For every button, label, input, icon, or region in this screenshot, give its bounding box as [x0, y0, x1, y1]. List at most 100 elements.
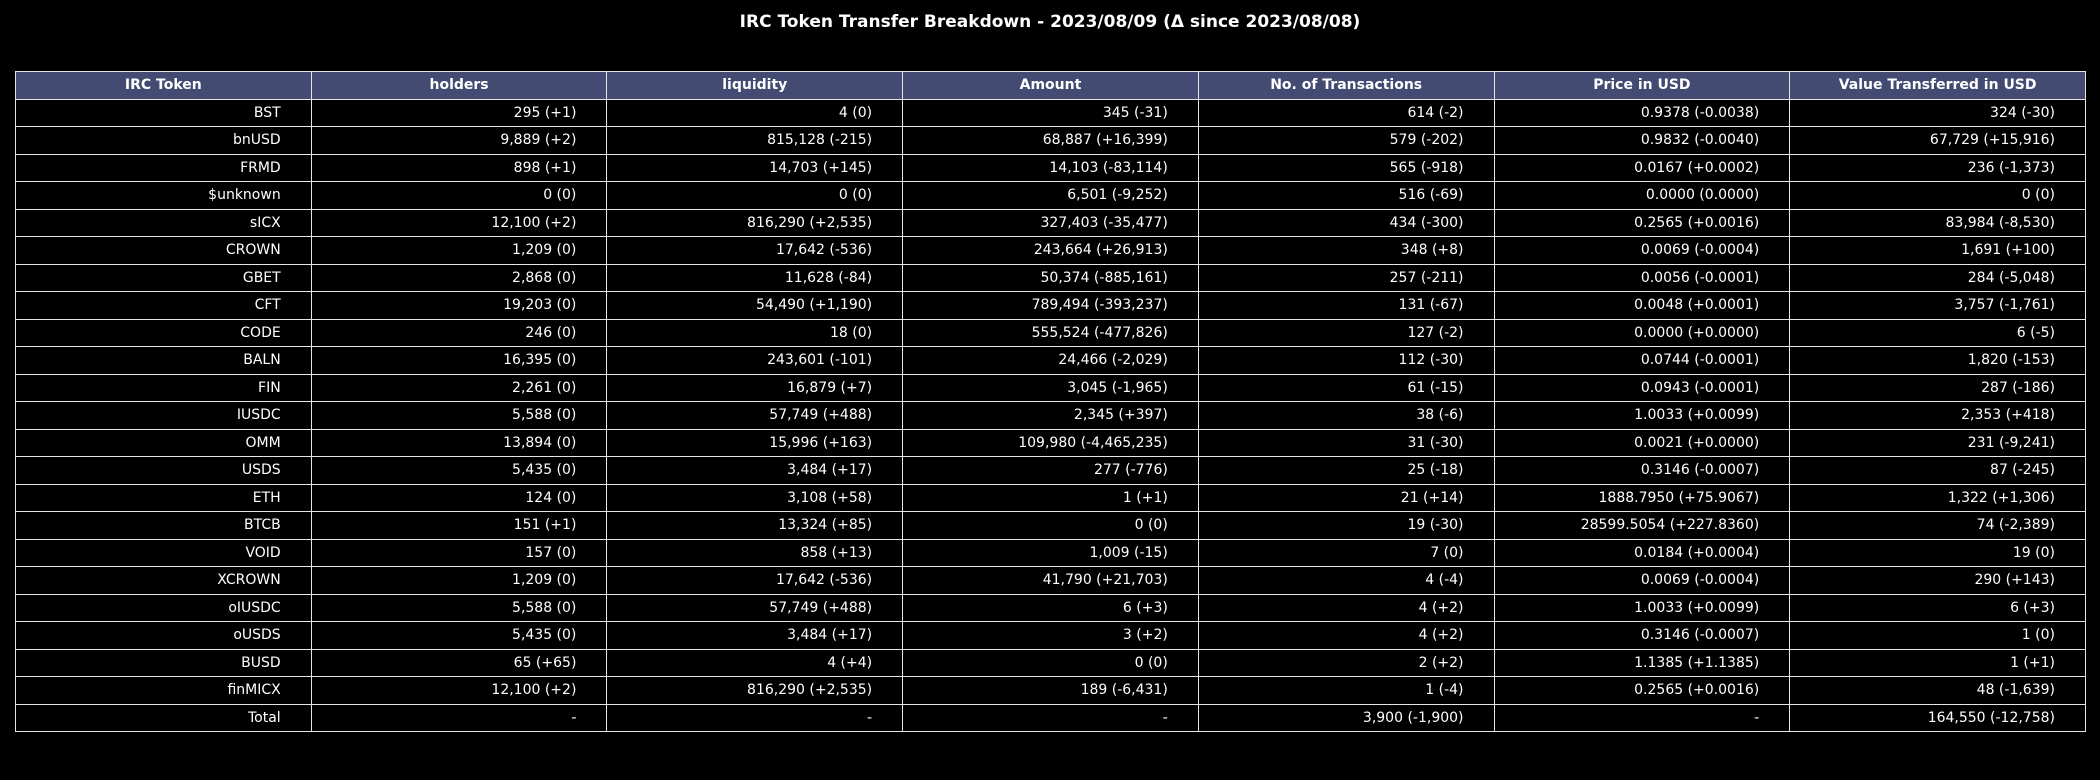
- table-cell: 4 (+4): [606, 648, 904, 677]
- table-cell: 290 (+143): [1789, 566, 2086, 595]
- table-cell: 1888.7950 (+75.9067): [1493, 483, 1791, 512]
- table-cell: 858 (+13): [606, 538, 904, 567]
- table-cell: 14,703 (+145): [606, 153, 904, 182]
- table-cell: 109,980 (-4,465,235): [902, 428, 1199, 457]
- table-cell: VOID: [15, 538, 312, 567]
- table-cell: 231 (-9,241): [1789, 428, 2086, 457]
- table-cell: 48 (-1,639): [1789, 676, 2086, 705]
- table-cell: 7 (0): [1197, 538, 1495, 567]
- table-cell: bnUSD: [15, 126, 312, 155]
- table-cell: 67,729 (+15,916): [1789, 126, 2086, 155]
- table-row: sICX 12,100 (+2) 816,290 (+2,535) 327,403 (…: [15, 208, 2086, 237]
- table-cell: finMICX: [15, 676, 312, 705]
- token-transfer-table: IRC Token holders liquidity Amount No. of Tr…: [15, 71, 2086, 732]
- table-cell: 1.1385 (+1.1385): [1493, 648, 1791, 677]
- table-cell: 13,324 (+85): [606, 511, 904, 540]
- table-cell: 3 (+2): [902, 621, 1199, 650]
- table-header-row: IRC Token holders liquidity Amount No. of Tr…: [15, 71, 2086, 100]
- table-cell: 5,588 (0): [310, 401, 608, 430]
- table-cell: oUSDS: [15, 621, 312, 650]
- table-cell: 57,749 (+488): [606, 401, 904, 430]
- table-cell: 31 (-30): [1197, 428, 1495, 457]
- table-cell: 157 (0): [310, 538, 608, 567]
- table-cell: -: [1493, 703, 1791, 732]
- table-cell: 277 (-776): [902, 456, 1199, 485]
- table-cell: 0.2565 (+0.0016): [1493, 676, 1791, 705]
- table-cell: CODE: [15, 318, 312, 347]
- table-cell: 0.0744 (-0.0001): [1493, 346, 1791, 375]
- table-cell: 4 (0): [606, 98, 904, 127]
- column-header: liquidity: [606, 71, 904, 100]
- table-cell: 1,209 (0): [310, 236, 608, 265]
- table-cell: 1,691 (+100): [1789, 236, 2086, 265]
- table-cell: 127 (-2): [1197, 318, 1495, 347]
- table-cell: XCROWN: [15, 566, 312, 595]
- table-row: oIUSDC 5,588 (0) 57,749 (+488) 6 (+3) 4 (+2)…: [15, 593, 2086, 622]
- table-row: bnUSD 9,889 (+2) 815,128 (-215) 68,887 (+16…: [15, 126, 2086, 155]
- table-cell: 54,490 (+1,190): [606, 291, 904, 320]
- table-cell: 74 (-2,389): [1789, 511, 2086, 540]
- table-cell: 164,550 (-12,758): [1789, 703, 2086, 732]
- table-cell: 14,103 (-83,114): [902, 153, 1199, 182]
- table-cell: 0.0021 (+0.0000): [1493, 428, 1791, 457]
- table-cell: 2,353 (+418): [1789, 401, 2086, 430]
- table-row: USDS 5,435 (0) 3,484 (+17) 277 (-776) 25 (-1…: [15, 456, 2086, 485]
- table-cell: 324 (-30): [1789, 98, 2086, 127]
- table-cell: BTCB: [15, 511, 312, 540]
- table-cell: 0 (0): [1789, 181, 2086, 210]
- table-cell: 61 (-15): [1197, 373, 1495, 402]
- table-row: GBET 2,868 (0) 11,628 (-84) 50,374 (-885,16…: [15, 263, 2086, 292]
- table-cell: 1.0033 (+0.0099): [1493, 401, 1791, 430]
- table-cell: 0.9832 (-0.0040): [1493, 126, 1791, 155]
- table-row: oUSDS 5,435 (0) 3,484 (+17) 3 (+2) 4 (+2) 0.3…: [15, 621, 2086, 650]
- table-cell: 1 (-4): [1197, 676, 1495, 705]
- table-cell: 4 (+2): [1197, 621, 1495, 650]
- table-cell: 434 (-300): [1197, 208, 1495, 237]
- table-row: CROWN 1,209 (0) 17,642 (-536) 243,664 (+26,…: [15, 236, 2086, 265]
- table-cell: 151 (+1): [310, 511, 608, 540]
- table-cell: 65 (+65): [310, 648, 608, 677]
- table-cell: CFT: [15, 291, 312, 320]
- table-row: Total - - -3,900 (-1,900) -164,550 (-12,758): [15, 703, 2086, 732]
- table-cell: 0.0943 (-0.0001): [1493, 373, 1791, 402]
- table-cell: 327,403 (-35,477): [902, 208, 1199, 237]
- table-cell: 19,203 (0): [310, 291, 608, 320]
- table-cell: Total: [15, 703, 312, 732]
- table-body: BST 295 (+1) 4 (0) 345 (-31) 614 (-2) 0.9378 …: [15, 98, 2086, 732]
- column-header: No. of Transactions: [1197, 71, 1495, 100]
- table-cell: 0.0069 (-0.0004): [1493, 566, 1791, 595]
- table-row: XCROWN 1,209 (0) 17,642 (-536) 41,790 (+21,…: [15, 566, 2086, 595]
- table-cell: 16,879 (+7): [606, 373, 904, 402]
- table-cell: 0.0056 (-0.0001): [1493, 263, 1791, 292]
- table-cell: 0.0167 (+0.0002): [1493, 153, 1791, 182]
- table-cell: FRMD: [15, 153, 312, 182]
- table-cell: 5,588 (0): [310, 593, 608, 622]
- table-cell: 2,345 (+397): [902, 401, 1199, 430]
- table-cell: 18 (0): [606, 318, 904, 347]
- table-cell: 0.3146 (-0.0007): [1493, 621, 1791, 650]
- table-row: BUSD 65 (+65) 4 (+4) 0 (0) 2 (+2) 1.1385 (+1.…: [15, 648, 2086, 677]
- table-cell: 5,435 (0): [310, 456, 608, 485]
- table-cell: 9,889 (+2): [310, 126, 608, 155]
- table-cell: 1,009 (-15): [902, 538, 1199, 567]
- table-row: CFT 19,203 (0) 54,490 (+1,190) 789,494 (-39…: [15, 291, 2086, 320]
- chart-title: IRC Token Transfer Breakdown - 2023/08/0…: [739, 12, 1361, 32]
- table-cell: 348 (+8): [1197, 236, 1495, 265]
- table-cell: IUSDC: [15, 401, 312, 430]
- column-header: Amount: [902, 71, 1199, 100]
- table-cell: 0.0048 (+0.0001): [1493, 291, 1791, 320]
- table-cell: -: [606, 703, 904, 732]
- table-cell: 4 (+2): [1197, 593, 1495, 622]
- table-cell: -: [902, 703, 1199, 732]
- table-cell: OMM: [15, 428, 312, 457]
- table-cell: 13,894 (0): [310, 428, 608, 457]
- column-header: IRC Token: [15, 71, 312, 100]
- table-cell: FIN: [15, 373, 312, 402]
- table-cell: 816,290 (+2,535): [606, 676, 904, 705]
- table-cell: 6,501 (-9,252): [902, 181, 1199, 210]
- table-cell: BST: [15, 98, 312, 127]
- table-cell: 16,395 (0): [310, 346, 608, 375]
- table-cell: 257 (-211): [1197, 263, 1495, 292]
- table-cell: 189 (-6,431): [902, 676, 1199, 705]
- table-cell: 12,100 (+2): [310, 676, 608, 705]
